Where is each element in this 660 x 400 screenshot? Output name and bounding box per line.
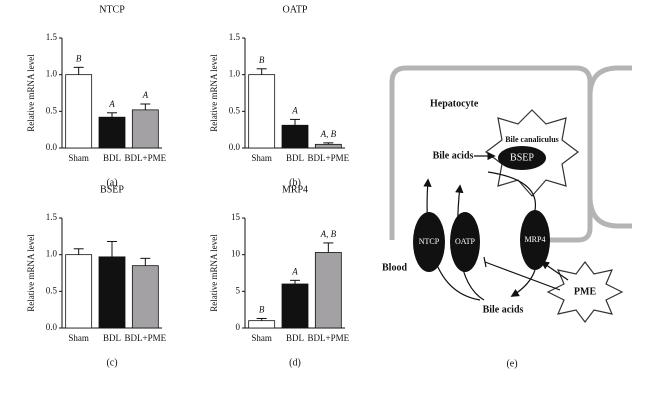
x-tick-label: Sham bbox=[68, 333, 89, 343]
y-tick-label: 0.5 bbox=[46, 105, 58, 115]
x-tick-label: BDL+PME bbox=[125, 153, 167, 163]
y-tick-label: 1.0 bbox=[229, 69, 241, 79]
label: Bile acids bbox=[483, 304, 524, 315]
bar bbox=[131, 265, 159, 329]
chart-title: MRP4 bbox=[282, 184, 308, 195]
arrow bbox=[540, 261, 569, 281]
annotation: A bbox=[291, 266, 298, 276]
caption: (a) bbox=[106, 177, 117, 188]
x-tick-label: BDL bbox=[103, 333, 121, 343]
y-tick-label: 1.5 bbox=[229, 32, 241, 42]
arrow bbox=[423, 178, 481, 301]
annotation: A bbox=[108, 99, 115, 109]
y-tick-label: 0.0 bbox=[46, 142, 58, 152]
x-tick-label: Sham bbox=[68, 153, 89, 163]
label: Bile acids bbox=[433, 150, 474, 161]
y-axis-label: Relative mRNA level bbox=[26, 234, 36, 312]
y-tick-label: 1.5 bbox=[46, 32, 58, 42]
arrow bbox=[510, 269, 536, 297]
bar bbox=[281, 124, 309, 149]
y-axis-label: Relative mRNA level bbox=[209, 54, 219, 132]
bar bbox=[65, 74, 93, 149]
y-tick-label: 0.0 bbox=[46, 322, 58, 332]
label: Hepatocyte bbox=[430, 98, 479, 109]
arrow bbox=[487, 171, 537, 211]
y-tick-label: 10 bbox=[231, 249, 241, 259]
bar bbox=[98, 116, 126, 149]
annotation: B bbox=[76, 53, 82, 63]
label: Bile canaliculus bbox=[505, 135, 559, 144]
y-axis-label: Relative mRNA level bbox=[209, 234, 219, 312]
x-tick-label: Sham bbox=[251, 153, 272, 163]
label: OATP bbox=[455, 237, 476, 246]
chart-title: NTCP bbox=[99, 4, 125, 15]
chart-title: OATP bbox=[282, 4, 307, 15]
cell-membrane bbox=[389, 65, 593, 243]
y-tick-label: 0 bbox=[236, 322, 241, 332]
annotation: A, B bbox=[320, 229, 337, 239]
y-tick-label: 1.5 bbox=[46, 212, 58, 222]
y-tick-label: 1.0 bbox=[46, 69, 58, 79]
caption: (c) bbox=[106, 357, 117, 368]
x-tick-label: BDL+PME bbox=[308, 333, 350, 343]
annotation: A, B bbox=[320, 129, 337, 139]
bar bbox=[65, 254, 93, 329]
annotation: B bbox=[259, 55, 265, 65]
ntcp-shape bbox=[413, 212, 445, 272]
mrp4-shape bbox=[520, 210, 550, 270]
arrow bbox=[455, 184, 485, 301]
y-tick-label: 0.5 bbox=[229, 105, 241, 115]
y-tick-label: 15 bbox=[231, 212, 241, 222]
bar bbox=[248, 320, 276, 329]
caption: (e) bbox=[506, 358, 517, 369]
label: Blood bbox=[382, 262, 407, 273]
y-axis-label: Relative mRNA level bbox=[26, 54, 36, 132]
chart-title: BSEP bbox=[100, 184, 124, 195]
caption: (b) bbox=[289, 177, 301, 188]
bar bbox=[131, 109, 159, 149]
neighbor-cell bbox=[587, 65, 632, 229]
y-tick-label: 0.5 bbox=[46, 285, 58, 295]
bar bbox=[98, 256, 126, 329]
x-tick-label: BDL+PME bbox=[125, 333, 167, 343]
label: MRP4 bbox=[525, 235, 546, 244]
x-tick-label: BDL bbox=[286, 153, 304, 163]
x-tick-label: BDL bbox=[103, 153, 121, 163]
annotation: B bbox=[259, 305, 265, 315]
annotation: A bbox=[142, 90, 149, 100]
bar bbox=[314, 143, 342, 149]
inhibit bbox=[483, 256, 561, 291]
label: PME bbox=[574, 286, 597, 297]
x-tick-label: Sham bbox=[251, 333, 272, 343]
annotation: A bbox=[291, 105, 298, 115]
bar bbox=[314, 252, 342, 329]
caption: (d) bbox=[289, 357, 301, 368]
label: NTCP bbox=[419, 237, 440, 246]
x-tick-label: BDL+PME bbox=[308, 153, 350, 163]
x-tick-label: BDL bbox=[286, 333, 304, 343]
bsep-shape bbox=[498, 146, 546, 170]
y-tick-label: 5 bbox=[236, 285, 241, 295]
y-tick-label: 1.0 bbox=[46, 249, 58, 259]
bar bbox=[281, 283, 309, 329]
bar bbox=[248, 74, 276, 149]
label: BSEP bbox=[510, 152, 534, 163]
pme-shape bbox=[546, 261, 624, 323]
y-tick-label: 0.0 bbox=[229, 142, 241, 152]
diagram: Hepatocyte Bile canaliculus Bile acids B… bbox=[382, 65, 632, 369]
